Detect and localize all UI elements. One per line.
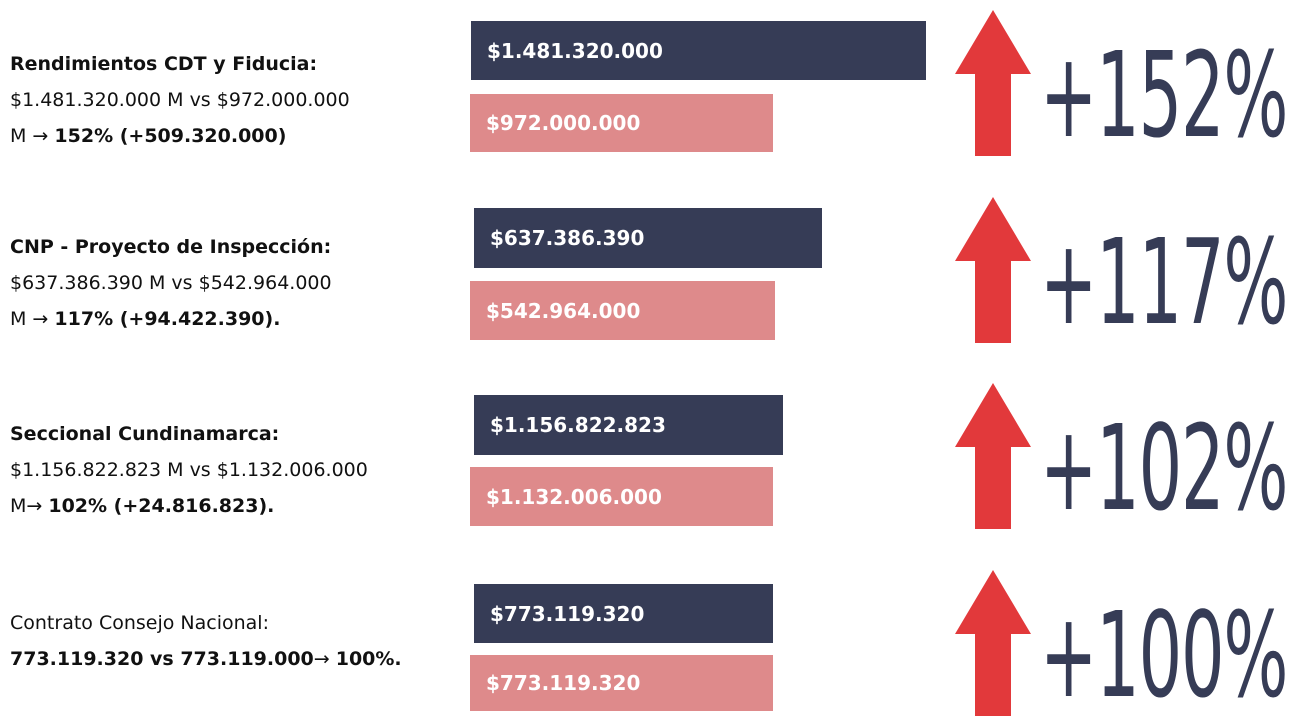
change-percent: +100% [1040, 586, 1288, 724]
text-line: M→ 102% (+24.816.823). [10, 488, 368, 524]
text-segment: M → [10, 125, 55, 147]
text-segment: 773.119.320 vs 773.119.000 [10, 648, 314, 670]
text-segment: CNP - Proyecto de Inspección: [10, 236, 332, 258]
text-segment: M→ [10, 495, 49, 517]
up-arrow [955, 10, 1031, 156]
change-percent: +152% [1040, 26, 1288, 164]
bar: $542.964.000 [470, 281, 775, 340]
change-percent: +117% [1040, 213, 1288, 351]
text-segment: 102% (+24.816.823). [48, 495, 275, 517]
text-segment: $1.481.320.000 M vs $972.000.000 [10, 89, 350, 111]
text-segment: → [313, 648, 336, 670]
text-line: M → 117% (+94.422.390). [10, 301, 332, 337]
bar: $773.119.320 [470, 655, 773, 711]
text-line: $1.156.822.823 M vs $1.132.006.000 [10, 452, 368, 488]
description: Seccional Cundinamarca: $1.156.822.823 M … [10, 416, 368, 524]
up-arrow [955, 197, 1031, 343]
description: Contrato Consejo Nacional: 773.119.320 vs… [10, 605, 402, 677]
text-segment: 100%. [335, 648, 402, 670]
text-segment: Contrato Consejo Nacional: [10, 612, 269, 634]
text-line: Contrato Consejo Nacional: [10, 605, 402, 641]
text-segment: M → [10, 308, 55, 330]
bar: $972.000.000 [470, 94, 773, 152]
bar: $1.132.006.000 [470, 467, 773, 526]
description: CNP - Proyecto de Inspección: $637.386.39… [10, 229, 332, 337]
description: Rendimientos CDT y Fiducia: $1.481.320.00… [10, 46, 350, 154]
text-line: Seccional Cundinamarca: [10, 416, 368, 452]
text-segment: 152% (+509.320.000) [54, 125, 287, 147]
bar: $637.386.390 [474, 208, 822, 268]
arrow-shape [955, 383, 1031, 529]
text-segment: $637.386.390 M vs $542.964.000 [10, 272, 332, 294]
bar: $773.119.320 [474, 584, 773, 643]
arrow-shape [955, 197, 1031, 343]
text-segment: Seccional Cundinamarca: [10, 423, 280, 445]
arrow-shape [955, 570, 1031, 716]
text-segment: 117% (+94.422.390). [54, 308, 281, 330]
change-percent: +102% [1040, 399, 1288, 537]
text-line: $1.481.320.000 M vs $972.000.000 [10, 82, 350, 118]
text-line: 773.119.320 vs 773.119.000→ 100%. [10, 641, 402, 677]
text-line: Rendimientos CDT y Fiducia: [10, 46, 350, 82]
text-line: $637.386.390 M vs $542.964.000 [10, 265, 332, 301]
bar: $1.481.320.000 [471, 21, 926, 80]
text-segment: Rendimientos CDT y Fiducia: [10, 53, 318, 75]
text-segment: $1.156.822.823 M vs $1.132.006.000 [10, 459, 368, 481]
arrow-shape [955, 10, 1031, 156]
up-arrow [955, 383, 1031, 529]
bar: $1.156.822.823 [474, 395, 783, 455]
text-line: M → 152% (+509.320.000) [10, 118, 350, 154]
text-line: CNP - Proyecto de Inspección: [10, 229, 332, 265]
up-arrow [955, 570, 1031, 716]
